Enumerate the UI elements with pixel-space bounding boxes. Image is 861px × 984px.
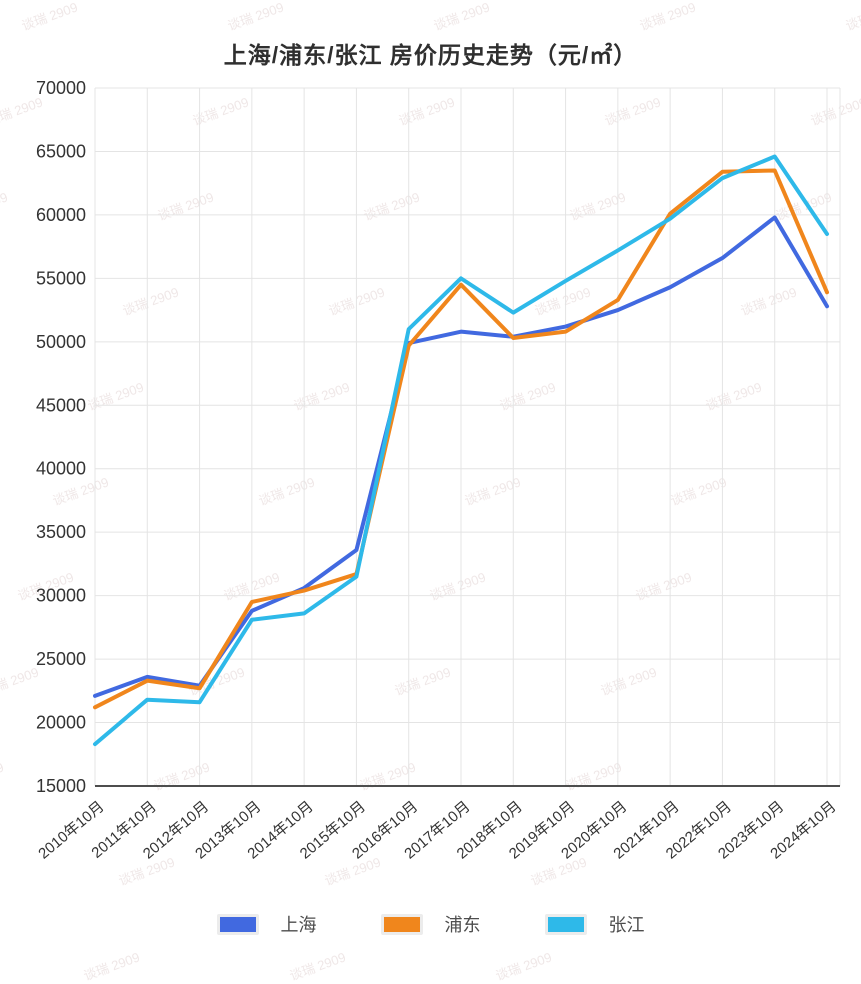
y-axis-label: 15000 [36, 776, 86, 796]
legend-item-zhangjiang[interactable]: 张江 [544, 911, 645, 937]
y-axis-label: 50000 [36, 332, 86, 352]
legend-swatch-shanghai [216, 913, 259, 935]
y-axis-label: 65000 [36, 141, 86, 161]
watermark-text: 谈瑞 2909 [81, 949, 142, 984]
price-trend-chart: 70000 65000 60000 55000 50000 45000 40000 35000… [35, 78, 841, 863]
legend-item-pudong[interactable]: 浦东 [380, 911, 481, 937]
y-axis-label: 60000 [36, 205, 86, 225]
legend-swatch-fill [219, 916, 256, 932]
y-axis-label: 35000 [36, 522, 86, 542]
legend-label-shanghai: 上海 [280, 915, 317, 935]
legend-label-zhangjiang: 张江 [608, 915, 645, 935]
series-line-zhangjiang [93, 154, 829, 747]
y-axis-label: 25000 [36, 649, 86, 669]
legend-swatch-fill [383, 916, 420, 932]
watermark-text: 谈瑞 2909 [287, 949, 348, 984]
legend-swatch-pudong [380, 913, 423, 935]
y-axis-label: 30000 [36, 586, 86, 606]
y-axis-label: 45000 [36, 395, 86, 415]
y-axis-label: 40000 [36, 459, 86, 479]
legend-swatch-zhangjiang [544, 913, 587, 935]
series-line-pudong [93, 168, 829, 710]
y-axis-label: 70000 [36, 78, 86, 98]
y-axis-label: 20000 [36, 713, 86, 733]
y-axis-label: 55000 [36, 268, 86, 288]
watermark-text: 谈瑞 2909 [493, 949, 554, 984]
legend-label-pudong: 浦东 [444, 915, 481, 935]
legend-item-shanghai[interactable]: 上海 [216, 911, 317, 937]
chart-title: 上海/浦东/张江 房价历史走势（元/㎡） [223, 42, 638, 68]
legend-swatch-fill [547, 916, 584, 932]
chart-legend: 上海 浦东 张江 [0, 908, 861, 940]
